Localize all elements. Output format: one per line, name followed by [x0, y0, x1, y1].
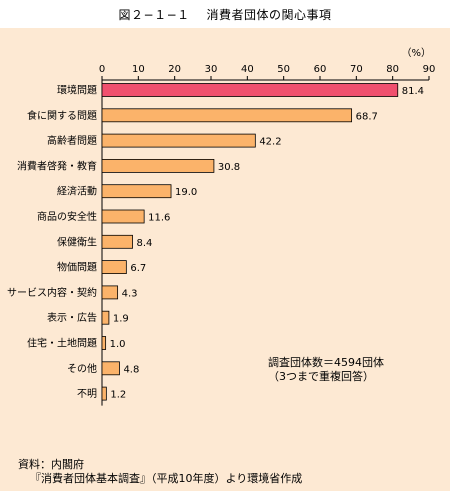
bar	[101, 285, 119, 300]
value-label: 11.6	[148, 213, 170, 224]
x-tick-label: 20	[168, 64, 181, 75]
category-label: 物価問題	[57, 261, 97, 274]
category-label: 不明	[77, 388, 97, 400]
value-label: 8.4	[137, 238, 153, 249]
value-label: 4.8	[123, 364, 139, 375]
source-line-2: 『消費者団体基本調査』（平成10年度）より環境省作成	[30, 472, 303, 485]
category-label: 表示・広告	[47, 311, 97, 324]
category-label: 環境問題	[57, 84, 97, 97]
value-label: 1.2	[110, 390, 126, 401]
survey-count-note: 調査団体数＝4594団体	[268, 356, 384, 369]
bar	[101, 108, 353, 123]
category-label: 消費者啓発・教育	[17, 159, 97, 172]
category-label: 高齢者問題	[47, 134, 97, 147]
bar	[101, 184, 172, 199]
category-label: 食に関する問題	[27, 109, 97, 122]
value-label: 30.8	[218, 162, 240, 173]
value-label: 81.4	[402, 86, 424, 97]
x-tick-label: 60	[314, 64, 327, 75]
chart-panel	[0, 28, 450, 491]
category-label: サービス内容・契約	[7, 286, 97, 299]
value-label: 42.2	[259, 137, 281, 148]
x-tick-label: 80	[386, 64, 399, 75]
bar	[101, 386, 107, 401]
value-label: 4.3	[122, 288, 138, 299]
x-tick-label: 30	[205, 64, 218, 75]
x-tick-label: 90	[423, 64, 436, 75]
x-tick-label: 50	[277, 64, 290, 75]
x-tick-label: 0	[99, 64, 105, 75]
category-label: 住宅・土地問題	[27, 337, 97, 350]
x-tick-label: 70	[350, 64, 363, 75]
category-label: 商品の安全性	[37, 210, 97, 223]
survey-multi-answer-note: （3つまで重複回答）	[268, 370, 374, 383]
bar	[101, 83, 399, 97]
axis-unit-label: （%）	[401, 47, 431, 59]
bar	[101, 361, 120, 376]
value-label: 19.0	[175, 187, 197, 198]
value-label: 68.7	[356, 111, 378, 122]
source-line-1: 資料：内閣府	[18, 458, 84, 471]
x-tick-label: 40	[241, 64, 254, 75]
bar	[101, 310, 110, 325]
category-label: 経済活動	[57, 185, 97, 198]
bar	[101, 336, 107, 350]
figure-title: 図２−１−１ 消費者団体の関心事項	[118, 8, 332, 22]
bar	[101, 234, 133, 249]
bar	[101, 133, 256, 148]
value-label: 1.0	[110, 339, 126, 350]
category-label: 保健衛生	[57, 235, 97, 248]
category-label: その他	[67, 362, 97, 375]
value-label: 6.7	[130, 263, 146, 274]
value-label: 1.9	[113, 314, 129, 325]
bar	[101, 209, 145, 224]
bar	[101, 260, 127, 275]
x-tick-label: 10	[132, 64, 145, 75]
bar	[101, 158, 215, 173]
